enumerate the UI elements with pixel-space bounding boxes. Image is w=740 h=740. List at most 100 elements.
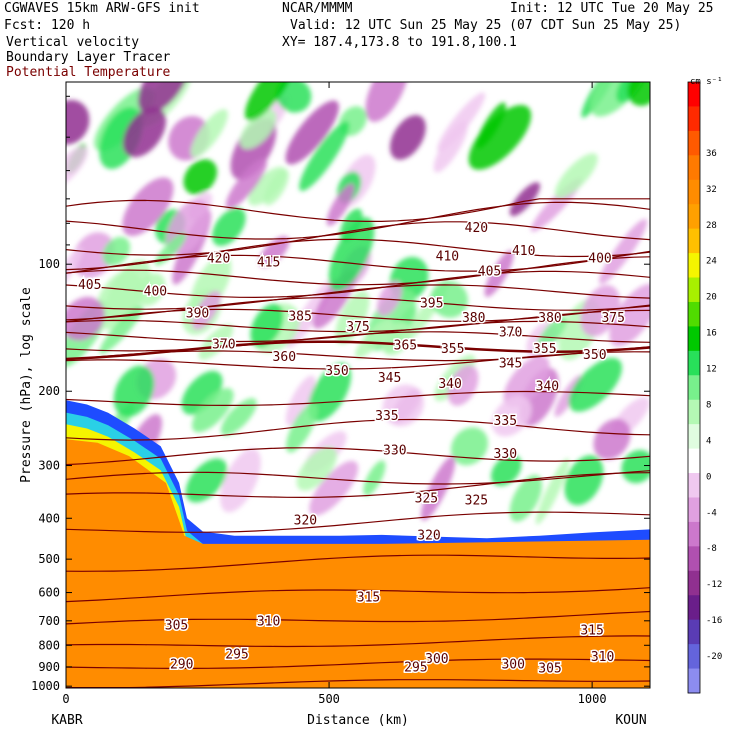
colorbar-swatch [688, 570, 700, 596]
vertical-velocity-cell [263, 169, 289, 206]
colorbar-tick-label: -20 [706, 652, 722, 662]
y-tick-label: 500 [38, 552, 60, 566]
field-vertical-velocity: Vertical velocity [6, 35, 140, 50]
theta-contour-label: 350 [583, 348, 606, 363]
init-time: Init: 12 UTC Tue 20 May 25 [510, 1, 714, 16]
colorbar-swatch [688, 546, 700, 572]
y-tick-label: 1000 [31, 679, 60, 693]
theta-isoline [66, 309, 650, 333]
vertical-velocity-cell [138, 82, 190, 114]
colorbar-swatch [688, 82, 700, 107]
vertical-velocity-cell [185, 458, 228, 503]
theta-contour-label: 390 [186, 307, 209, 322]
theta-contour-label: 350 [325, 364, 348, 379]
theta-contour-label: 300 [425, 652, 448, 667]
theta-contour-label: 290 [170, 658, 193, 673]
vertical-velocity-cell [72, 232, 115, 279]
theta-contour-label: 330 [494, 447, 517, 462]
vertical-velocity-cell [503, 355, 550, 408]
theta-contour-label: 385 [288, 310, 311, 325]
vertical-velocity-cell [509, 474, 543, 522]
theta-contour-label: 400 [588, 252, 611, 267]
colorbar-swatch [688, 106, 700, 132]
colorbar-swatch [688, 326, 700, 352]
theta-contour-label: 305 [165, 619, 188, 634]
theta-isoline [66, 238, 650, 271]
vertical-velocity-cell [122, 177, 174, 237]
colorbar-units: cm s⁻¹ [690, 77, 723, 87]
vertical-velocity-cell [535, 315, 567, 353]
vertical-velocity-cell [286, 403, 318, 453]
theta-contour-label: 395 [420, 297, 443, 312]
colorbar-swatch [688, 644, 700, 670]
x-tick-label: 1000 [578, 692, 607, 706]
theta-contour-label: 340 [438, 377, 461, 392]
y-tick-label: 300 [38, 459, 60, 473]
x-tick-label: 500 [318, 692, 340, 706]
vertical-velocity-cell [239, 109, 277, 150]
theta-contour-label: 400 [144, 284, 167, 299]
colorbar-tick-label: 12 [706, 365, 717, 375]
theta-isoline [66, 472, 650, 499]
theta-contour-label: 320 [294, 514, 317, 529]
y-tick-label: 800 [38, 638, 60, 652]
colorbar-swatch [688, 619, 700, 645]
colorbar-tick-label: -4 [706, 508, 717, 518]
vertical-velocity-cell [309, 460, 359, 516]
vertical-velocity-cell [509, 182, 541, 217]
theta-contour-label: 375 [346, 320, 369, 335]
theta-contour-label: 375 [601, 311, 624, 326]
colorbar-tick-label: -8 [706, 544, 717, 554]
colorbar-tick-label: 16 [706, 329, 717, 339]
colorbar-tick-label: 4 [706, 436, 711, 446]
vertical-velocity-cell [299, 121, 350, 191]
colorbar-tick-label: -16 [706, 616, 722, 626]
vertical-velocity-cell [212, 207, 246, 247]
vertical-velocity-cell [363, 460, 386, 496]
theta-isoline [66, 554, 650, 572]
y-tick-label: 200 [38, 384, 60, 398]
vertical-velocity-cell [285, 100, 339, 165]
theta-contour-label: 325 [465, 494, 488, 509]
cross-section-endpoints: XY= 187.4,173.8 to 191.8,100.1 [282, 35, 517, 50]
y-tick-label: 100 [38, 257, 60, 271]
vertical-velocity-cell [99, 305, 144, 354]
theta-contour-label: 345 [499, 357, 522, 372]
vertical-velocity-cell [355, 318, 393, 358]
vertical-velocity-cell [113, 365, 155, 417]
theta-isoline [66, 340, 650, 361]
theta-contour-label: 405 [478, 264, 501, 279]
theta-contour-label: 325 [415, 491, 438, 506]
colorbar-tick-label: 24 [706, 257, 717, 267]
vertical-velocity-cell [609, 283, 650, 347]
colorbar-swatch [688, 204, 700, 230]
field-potential-temperature: Potential Temperature [6, 65, 171, 80]
theta-isoline [66, 284, 650, 310]
theta-isoline [66, 351, 650, 370]
vertical-velocity-cell [190, 255, 232, 315]
theta-isoline [66, 511, 650, 533]
colorbar-tick-label: 32 [706, 185, 717, 195]
x-tick-label: 0 [62, 692, 69, 706]
theta-contour-label: 310 [591, 650, 614, 665]
vertical-velocity-cell [554, 153, 598, 199]
theta-contour-label: 300 [501, 657, 524, 672]
theta-contour-label: 295 [225, 648, 248, 663]
vertical-velocity-cell [568, 357, 623, 412]
colorbar-swatch [688, 668, 700, 694]
theta-contour-label: 405 [78, 278, 101, 293]
y-axis-label: Pressure (hPa), log scale [19, 287, 34, 483]
vertical-velocity-cell [564, 455, 604, 506]
theta-contour-label: 345 [378, 371, 401, 386]
model-title: CGWAVES 15km ARW-GFS init [4, 1, 200, 16]
colorbar-swatch [688, 497, 700, 523]
colorbar-swatch [688, 424, 700, 450]
theta-isoline [66, 610, 650, 625]
theta-isoline [66, 221, 650, 256]
theta-contour-label: 365 [394, 339, 417, 354]
x-end-station: KOUN [615, 713, 646, 728]
theta-contour-label: 320 [417, 529, 440, 544]
vertical-velocity-cell [250, 303, 284, 348]
theta-isoline [66, 198, 650, 222]
theta-contour-label: 340 [536, 380, 559, 395]
